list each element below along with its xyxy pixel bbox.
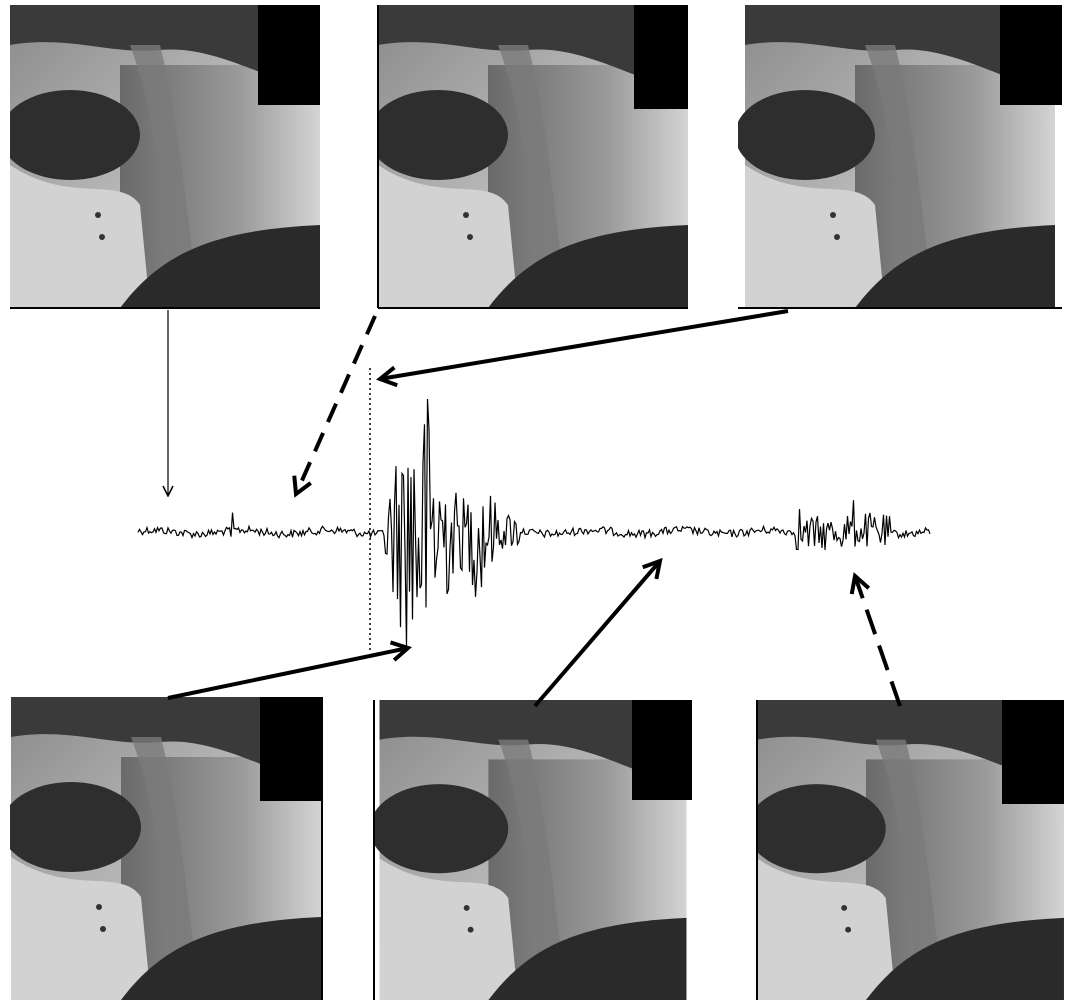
arrow (855, 576, 902, 707)
xray-frame (373, 700, 692, 1000)
xray-frame (377, 5, 688, 309)
arrow (533, 561, 660, 708)
xray-frame (10, 697, 323, 1000)
xray-frame (738, 5, 1062, 309)
arrow (380, 309, 789, 379)
xray-frame (10, 5, 320, 309)
xray-frame (756, 700, 1064, 1000)
waveform (137, 398, 931, 647)
arrow (296, 315, 377, 494)
arrow (167, 648, 408, 700)
